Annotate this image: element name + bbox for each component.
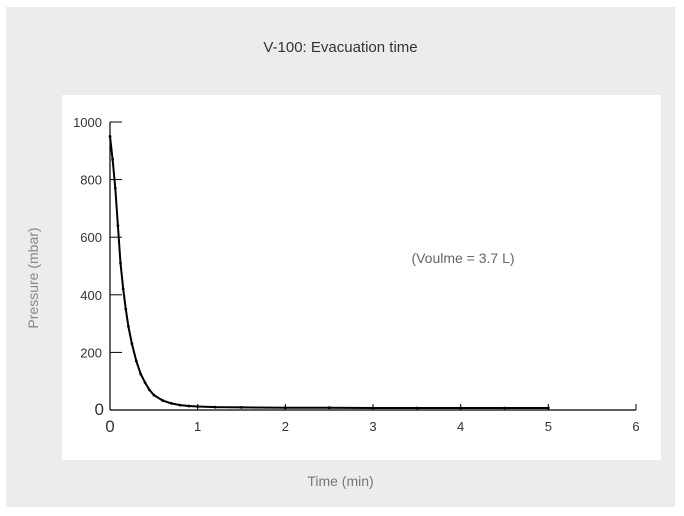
chart-title: V-100: Evacuation time (263, 39, 418, 56)
y-tick-label: 200 (80, 345, 102, 360)
data-point (546, 406, 550, 410)
y-tick-label: 800 (80, 173, 102, 188)
x-tick-label: 5 (545, 419, 552, 434)
data-point (240, 406, 243, 409)
data-point (283, 406, 287, 410)
x-tick-label: 6 (632, 419, 639, 434)
y-tick-label: 1000 (73, 115, 102, 130)
data-point (415, 406, 419, 410)
data-point (113, 186, 117, 190)
series (108, 135, 550, 410)
x-tick-label: 3 (369, 419, 376, 434)
y-tick-label: 600 (80, 230, 102, 245)
y-tick-label: 0 (95, 400, 104, 419)
x-tick-label: 4 (457, 419, 464, 434)
axes (109, 122, 636, 411)
data-point (148, 388, 151, 392)
pressure-curve (109, 136, 549, 409)
data-point (196, 405, 200, 408)
data-point (213, 405, 217, 409)
ticks: 0 1 2 3 4 5 6 0 200 400 600 800 1000 (73, 115, 640, 436)
data-point (152, 393, 156, 397)
data-point (108, 135, 112, 138)
data-point (187, 404, 191, 408)
data-point (134, 359, 138, 363)
data-point (124, 307, 128, 311)
data-point (143, 381, 147, 385)
x-tick-label: 0 (105, 417, 114, 436)
x-tick-label: 1 (194, 419, 201, 434)
data-point (116, 224, 120, 228)
data-point (127, 325, 130, 328)
data-point (169, 401, 173, 405)
data-point (139, 372, 143, 376)
data-point (459, 406, 463, 410)
data-point (327, 406, 331, 410)
data-point (503, 406, 506, 410)
data-point (130, 342, 134, 346)
x-tick-label: 2 (282, 419, 289, 434)
y-tick-label: 400 (80, 288, 102, 303)
data-point (119, 261, 122, 265)
data-point (111, 158, 115, 161)
data-point (161, 399, 165, 402)
x-axis-label: Time (min) (307, 473, 374, 489)
data-point (178, 403, 182, 407)
data-point (371, 406, 375, 410)
volume-annotation: (Voulme = 3.7 L) (411, 250, 514, 266)
data-point (121, 287, 125, 291)
